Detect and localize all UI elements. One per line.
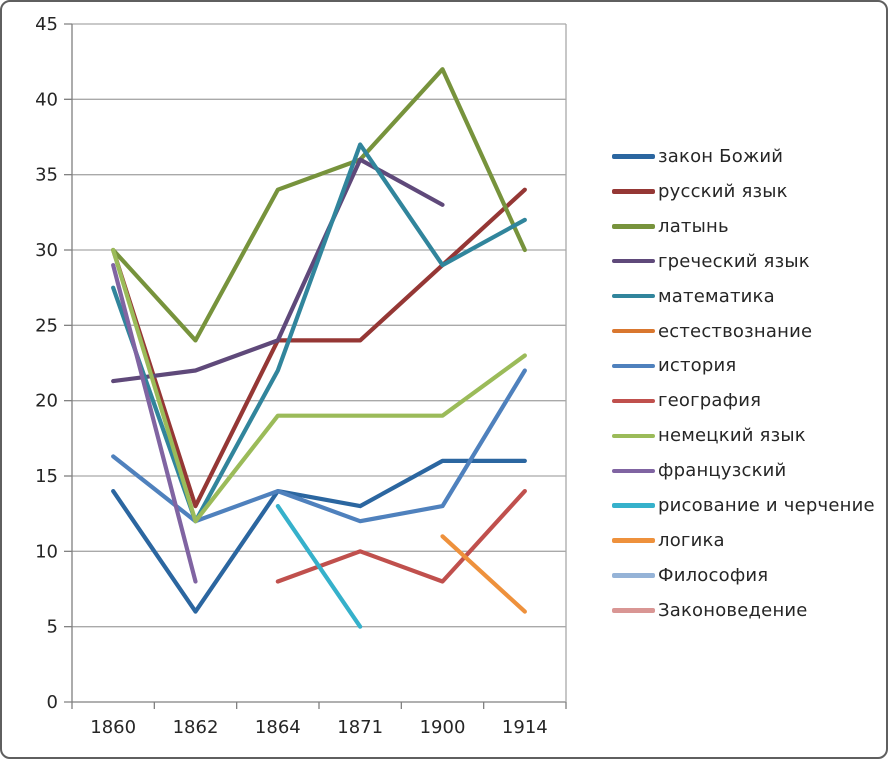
legend-swatch-icon [612,573,655,578]
legend-item: закон Божий [612,139,875,174]
legend-label: логика [658,530,725,552]
legend-label: немецкий язык [658,425,806,447]
y-tick-label: 0 [47,692,58,713]
legend-item: Философия [612,558,875,593]
legend: закон Божий русский язык латынь греческий я… [612,139,875,628]
series-line [275,504,363,629]
legend-swatch-icon [612,398,655,404]
y-tick-label: 40 [35,89,58,110]
series-line [111,67,527,343]
legend-swatch-icon [612,363,655,369]
legend-swatch-icon [612,293,655,299]
series-line [111,187,527,509]
legend-item: греческий язык [612,244,875,279]
legend-label: математика [658,285,775,307]
y-tick-label: 30 [35,240,58,261]
legend-swatch-icon [612,538,655,543]
legend-item: рисование и черчение [612,488,875,523]
legend-swatch-icon [612,328,655,334]
legend-label: Законоведение [658,599,808,621]
legend-swatch-icon [612,468,655,473]
legend-swatch-icon [612,503,655,508]
legend-label: история [658,355,737,377]
legend-swatch-icon [612,608,655,613]
legend-label: Философия [658,565,769,587]
y-tick-label: 5 [47,617,58,638]
legend-label: французский [658,460,787,482]
legend-swatch-icon [612,258,655,264]
legend-item: русский язык [612,174,875,209]
legend-label: латынь [658,215,729,237]
y-tick-label: 25 [35,315,58,336]
series-line [111,247,527,524]
legend-label: закон Божий [658,145,784,167]
legend-item: география [612,383,875,418]
x-tick-label: 1900 [420,717,466,738]
legend-label: география [658,390,762,412]
series-line [111,263,198,584]
series-line [111,157,445,384]
x-tick-label: 1914 [502,717,548,738]
legend-item: история [612,349,875,384]
series-line [111,368,527,524]
y-tick-label: 20 [35,391,58,412]
legend-swatch-icon [612,433,655,439]
series-line [111,142,527,524]
legend-label: греческий язык [658,250,810,272]
legend-swatch-icon [612,154,655,159]
legend-swatch-icon [612,224,655,229]
y-tick-label: 15 [35,466,58,487]
x-tick-label: 1864 [255,717,301,738]
series-line [111,458,527,614]
x-tick-label: 1862 [173,717,219,738]
legend-item: латынь [612,209,875,244]
legend-swatch-icon [612,189,655,194]
y-tick-label: 35 [35,165,58,186]
legend-item: естествознание [612,314,875,349]
y-tick-label: 45 [35,14,58,35]
x-tick-label: 1871 [337,717,383,738]
legend-label: рисование и черчение [658,495,875,517]
legend-item: математика [612,279,875,314]
legend-item: Законоведение [612,593,875,628]
legend-item: логика [612,523,875,558]
legend-label: русский язык [658,180,788,202]
x-tick-label: 1860 [90,717,136,738]
y-tick-label: 10 [35,541,58,562]
legend-item: французский [612,453,875,488]
legend-label: естествознание [658,320,813,342]
legend-item: немецкий язык [612,418,875,453]
series-line [440,534,527,614]
